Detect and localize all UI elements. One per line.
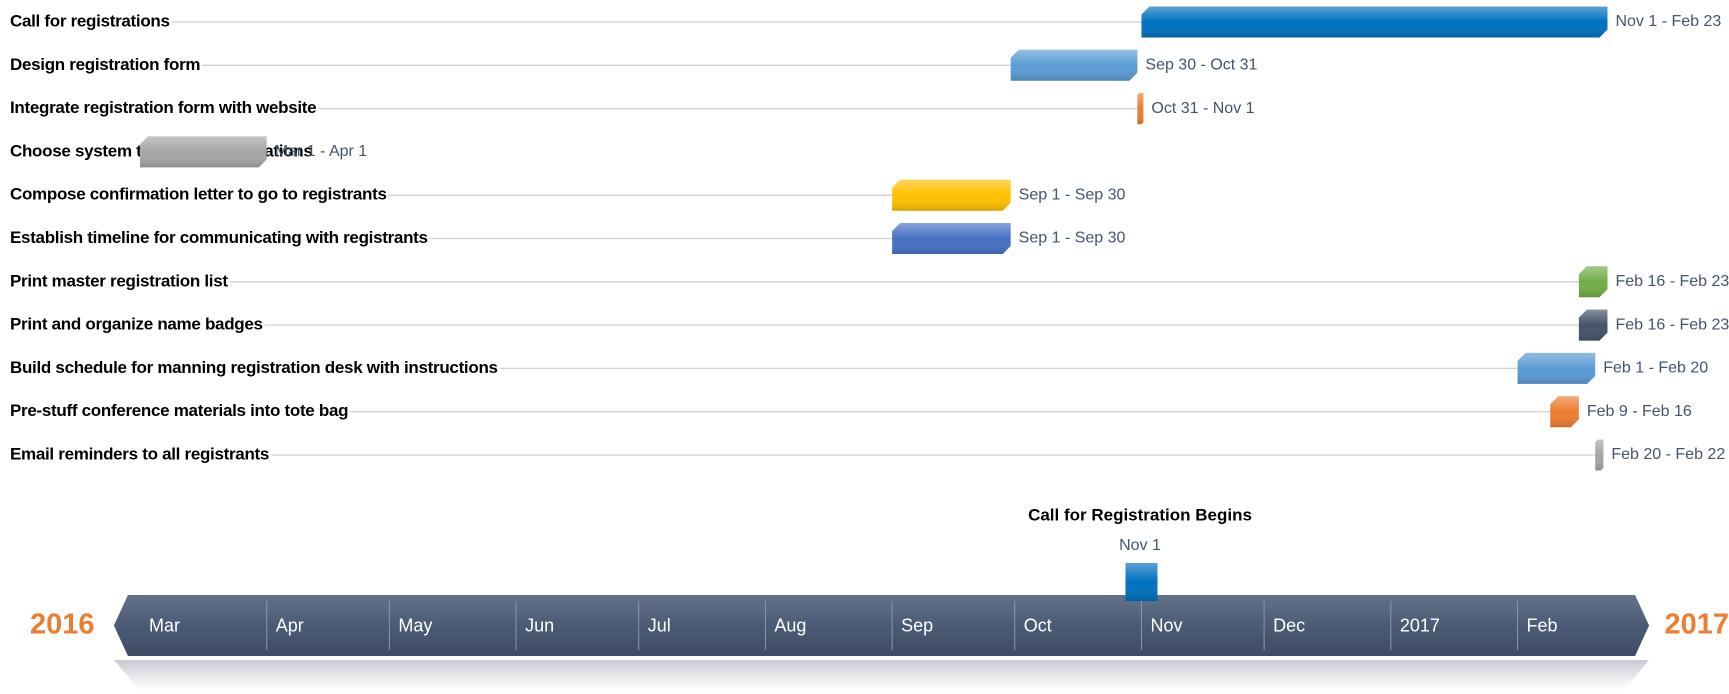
x-tick-label: Mar — [149, 615, 180, 635]
task-bar-gloss — [140, 136, 267, 168]
x-tick-label: Oct — [1024, 615, 1052, 635]
axis-band-gloss — [114, 595, 1649, 656]
task-label: Print master registration list — [10, 271, 228, 290]
date-label: Feb 16 - Feb 23 — [1615, 273, 1729, 290]
x-tick-label: Dec — [1273, 615, 1305, 635]
task-bar-gloss — [892, 179, 1011, 211]
band-reflection — [114, 660, 1649, 690]
milestone-date: Nov 1 — [1119, 537, 1161, 554]
x-tick-label: Jun — [525, 615, 554, 635]
task-bar-gloss — [1141, 6, 1608, 38]
x-tick-label: Apr — [276, 615, 304, 635]
date-label: Feb 16 - Feb 23 — [1615, 316, 1729, 333]
x-tick-label: May — [398, 615, 432, 635]
date-label: Feb 9 - Feb 16 — [1587, 403, 1692, 420]
task-label: Establish timeline for communicating wit… — [10, 228, 428, 247]
milestone-gloss — [1125, 563, 1158, 601]
task-label: Email reminders to all registrants — [10, 444, 269, 463]
x-tick-label: Nov — [1150, 615, 1182, 635]
date-label: Oct 31 - Nov 1 — [1151, 100, 1254, 117]
task-label: Design registration form — [10, 55, 200, 74]
milestone-title: Call for Registration Begins — [1028, 505, 1252, 524]
end-year: 2017 — [1664, 609, 1729, 641]
date-label: Sep 1 - Sep 30 — [1019, 230, 1126, 247]
task-bar-gloss — [1550, 396, 1579, 428]
x-tick-label: Sep — [901, 615, 933, 635]
date-label: Feb 1 - Feb 20 — [1603, 360, 1708, 377]
task-label: Pre-stuff conference materials into tote… — [10, 401, 348, 420]
task-bar-gloss — [1010, 49, 1138, 81]
task-label: Build schedule for manning registration … — [10, 358, 498, 377]
x-tick-label: 2017 — [1400, 615, 1440, 635]
task-bar-gloss — [1517, 352, 1596, 384]
task-label: Compose confirmation letter to go to reg… — [10, 185, 387, 204]
task-label: Print and organize name badges — [10, 315, 263, 334]
task-bar-gloss — [1137, 93, 1144, 125]
x-tick-label: Jul — [648, 615, 671, 635]
date-label: Feb 20 - Feb 22 — [1611, 446, 1725, 463]
task-bar-gloss — [1595, 439, 1604, 471]
task-label: Call for registrations — [10, 11, 170, 30]
task-label: Integrate registration form with website — [10, 98, 316, 117]
start-year: 2016 — [30, 609, 95, 641]
x-tick-label: Feb — [1527, 615, 1558, 635]
date-label: Nov 1 - Feb 23 — [1615, 13, 1721, 30]
date-label: Mar 1 - Apr 1 — [275, 143, 368, 160]
date-label: Sep 1 - Sep 30 — [1019, 186, 1126, 203]
date-label: Sep 30 - Oct 31 — [1145, 57, 1257, 74]
task-bar-gloss — [1578, 309, 1608, 341]
x-tick-label: Aug — [774, 615, 806, 635]
task-bar-gloss — [892, 223, 1011, 254]
task-bar-gloss — [1578, 266, 1608, 298]
